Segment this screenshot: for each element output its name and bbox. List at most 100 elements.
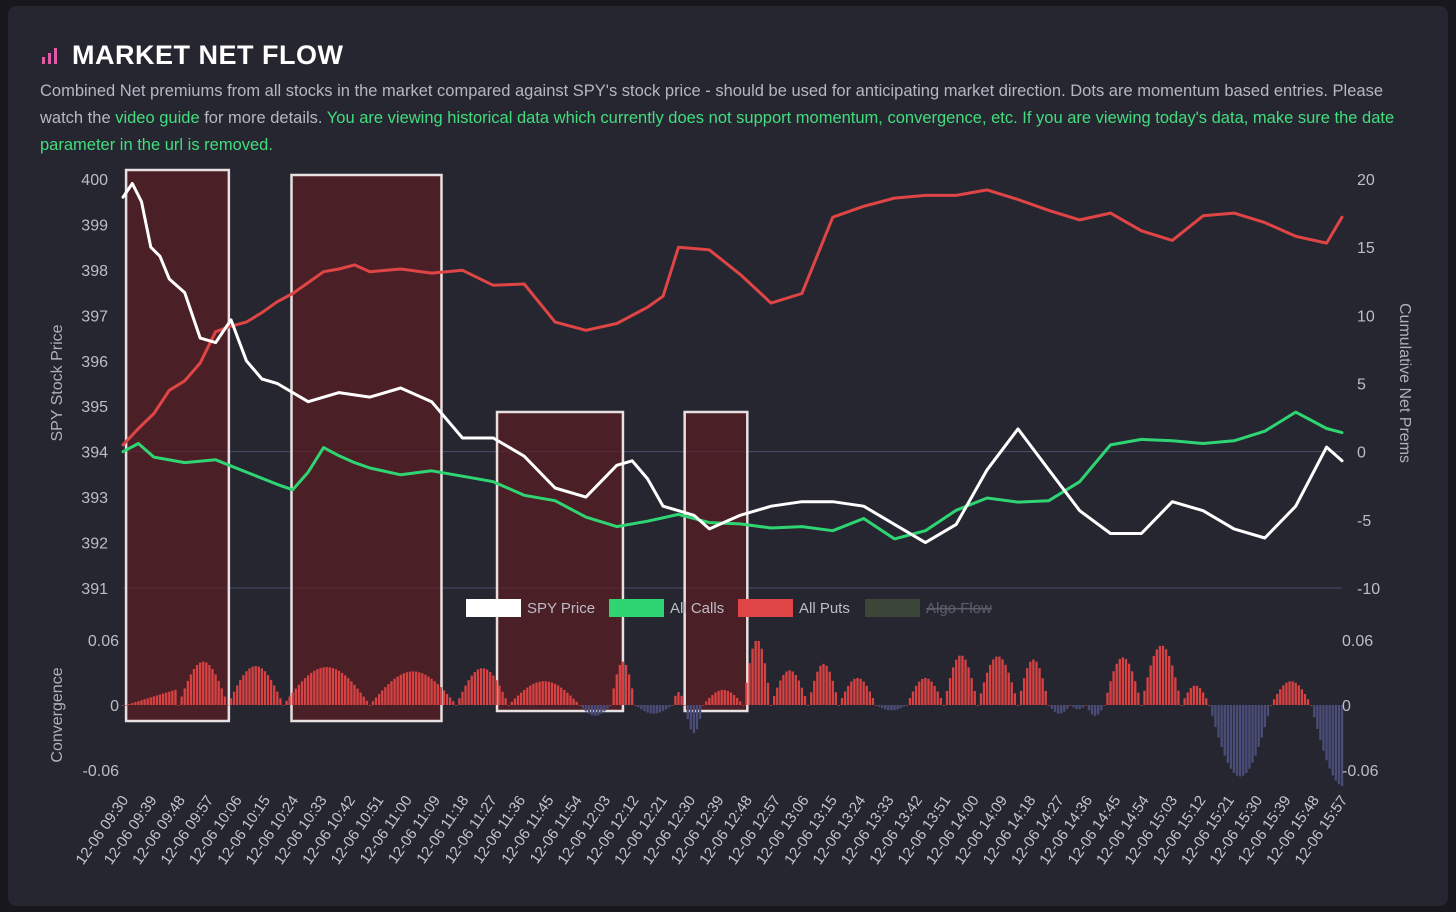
right-y-tick: 15: [1357, 240, 1375, 257]
convergence-bar: [1208, 705, 1211, 706]
convergence-bar: [955, 659, 958, 705]
convergence-bar: [677, 692, 680, 705]
convergence-bar: [257, 666, 260, 705]
convergence-bar: [448, 697, 452, 705]
convergence-bar: [1081, 705, 1084, 708]
convergence-bar: [507, 705, 510, 706]
legend-item-label[interactable]: All Puts: [799, 600, 850, 617]
convergence-bar: [368, 705, 372, 706]
convergence-bar: [1322, 705, 1325, 751]
convergence-bar: [516, 695, 520, 705]
convergence-bar: [859, 678, 862, 705]
convergence-bar: [918, 681, 921, 705]
legend-item-label[interactable]: All Calls: [670, 600, 724, 617]
convergence-bar: [837, 705, 841, 706]
convergence-bar: [1124, 658, 1128, 705]
convergence-bar: [942, 705, 946, 706]
chart-legend[interactable]: SPY Price All Calls All Puts Algo Flow: [466, 599, 992, 617]
convergence-bar: [813, 680, 816, 705]
convergence-bar: [1050, 705, 1054, 709]
convergence-bar: [523, 689, 526, 705]
convergence-bar: [791, 671, 794, 705]
convergence-bar: [236, 685, 239, 705]
convergence-bar: [914, 685, 918, 705]
convergence-bar: [1174, 677, 1177, 705]
convergence-bar: [930, 681, 933, 705]
convergence-bar: [1201, 692, 1205, 705]
convergence-bar: [1242, 705, 1245, 776]
convergence-bar: [319, 668, 322, 705]
convergence-bar: [485, 669, 489, 705]
convergence-bar: [745, 682, 748, 705]
convergence-bar: [634, 705, 637, 706]
convergence-bar: [1248, 705, 1251, 769]
convergence-bar: [853, 678, 856, 705]
convergence-bar: [1257, 705, 1260, 748]
convergence-bar: [856, 677, 859, 705]
convergence-bar: [1313, 705, 1316, 718]
convergence-bar: [695, 705, 699, 730]
convergence-bar: [285, 700, 288, 705]
convergence-bar: [1106, 692, 1109, 705]
convergence-bar: [649, 705, 652, 714]
convergence-bar: [501, 691, 504, 705]
convergence-bar: [1177, 690, 1180, 705]
convergence-bar: [810, 692, 813, 705]
convergence-bar: [498, 685, 501, 705]
legend-item-label[interactable]: Algo Flow: [926, 600, 992, 617]
convergence-bar: [1056, 705, 1060, 714]
convergence-right-tick: 0.06: [1342, 633, 1373, 650]
convergence-bar: [606, 705, 609, 709]
convergence-bar: [226, 705, 230, 706]
convergence-bar: [698, 705, 702, 720]
convergence-bar: [1115, 663, 1118, 705]
panel-header: MARKET NET FLOW: [40, 38, 343, 72]
convergence-bar: [350, 681, 353, 705]
convergence-bar: [776, 687, 779, 705]
convergence-bar: [532, 683, 535, 705]
convergence-bar: [1223, 705, 1226, 756]
convergence-bar: [433, 681, 436, 705]
left-y-tick: 391: [81, 581, 108, 598]
legend-swatch: [865, 599, 920, 617]
convergence-bar: [1016, 705, 1020, 706]
convergence-bar: [739, 701, 742, 705]
convergence-bar: [377, 693, 381, 705]
convergence-bar: [121, 705, 125, 706]
convergence-bar: [964, 659, 967, 705]
convergence-bar: [735, 697, 739, 705]
convergence-bar: [720, 689, 723, 705]
convergence-bar: [1127, 663, 1131, 705]
convergence-bar: [847, 685, 850, 705]
convergence-bar: [1130, 671, 1134, 705]
convergence-bar: [439, 687, 443, 705]
convergence-bar: [362, 696, 365, 705]
video-guide-link[interactable]: video guide: [115, 109, 200, 127]
convergence-bar: [936, 691, 939, 705]
convergence-bar: [751, 648, 754, 705]
convergence-bar: [461, 691, 464, 705]
convergence-bar: [797, 680, 801, 705]
convergence-bar: [158, 694, 162, 705]
convergence-bar: [1183, 698, 1186, 705]
convergence-bar: [152, 696, 156, 705]
convergence-bar: [1211, 705, 1214, 717]
convergence-bar: [436, 684, 439, 705]
convergence-bar: [143, 699, 146, 705]
convergence-bar: [615, 674, 618, 705]
convergence-bar: [1186, 692, 1189, 705]
convergence-bar: [896, 705, 899, 710]
convergence-bar: [427, 676, 430, 705]
convergence-bar: [597, 705, 600, 716]
convergence-bar: [911, 691, 915, 705]
convergence-bar: [970, 678, 973, 705]
convergence-bar: [504, 698, 507, 705]
convergence-bar: [584, 705, 588, 712]
convergence-bar: [263, 671, 267, 705]
convergence-bar: [430, 678, 433, 705]
convergence-bar: [1300, 689, 1304, 705]
convergence-bar: [273, 685, 276, 705]
legend-item-label[interactable]: SPY Price: [527, 600, 595, 617]
convergence-bar: [989, 664, 992, 705]
